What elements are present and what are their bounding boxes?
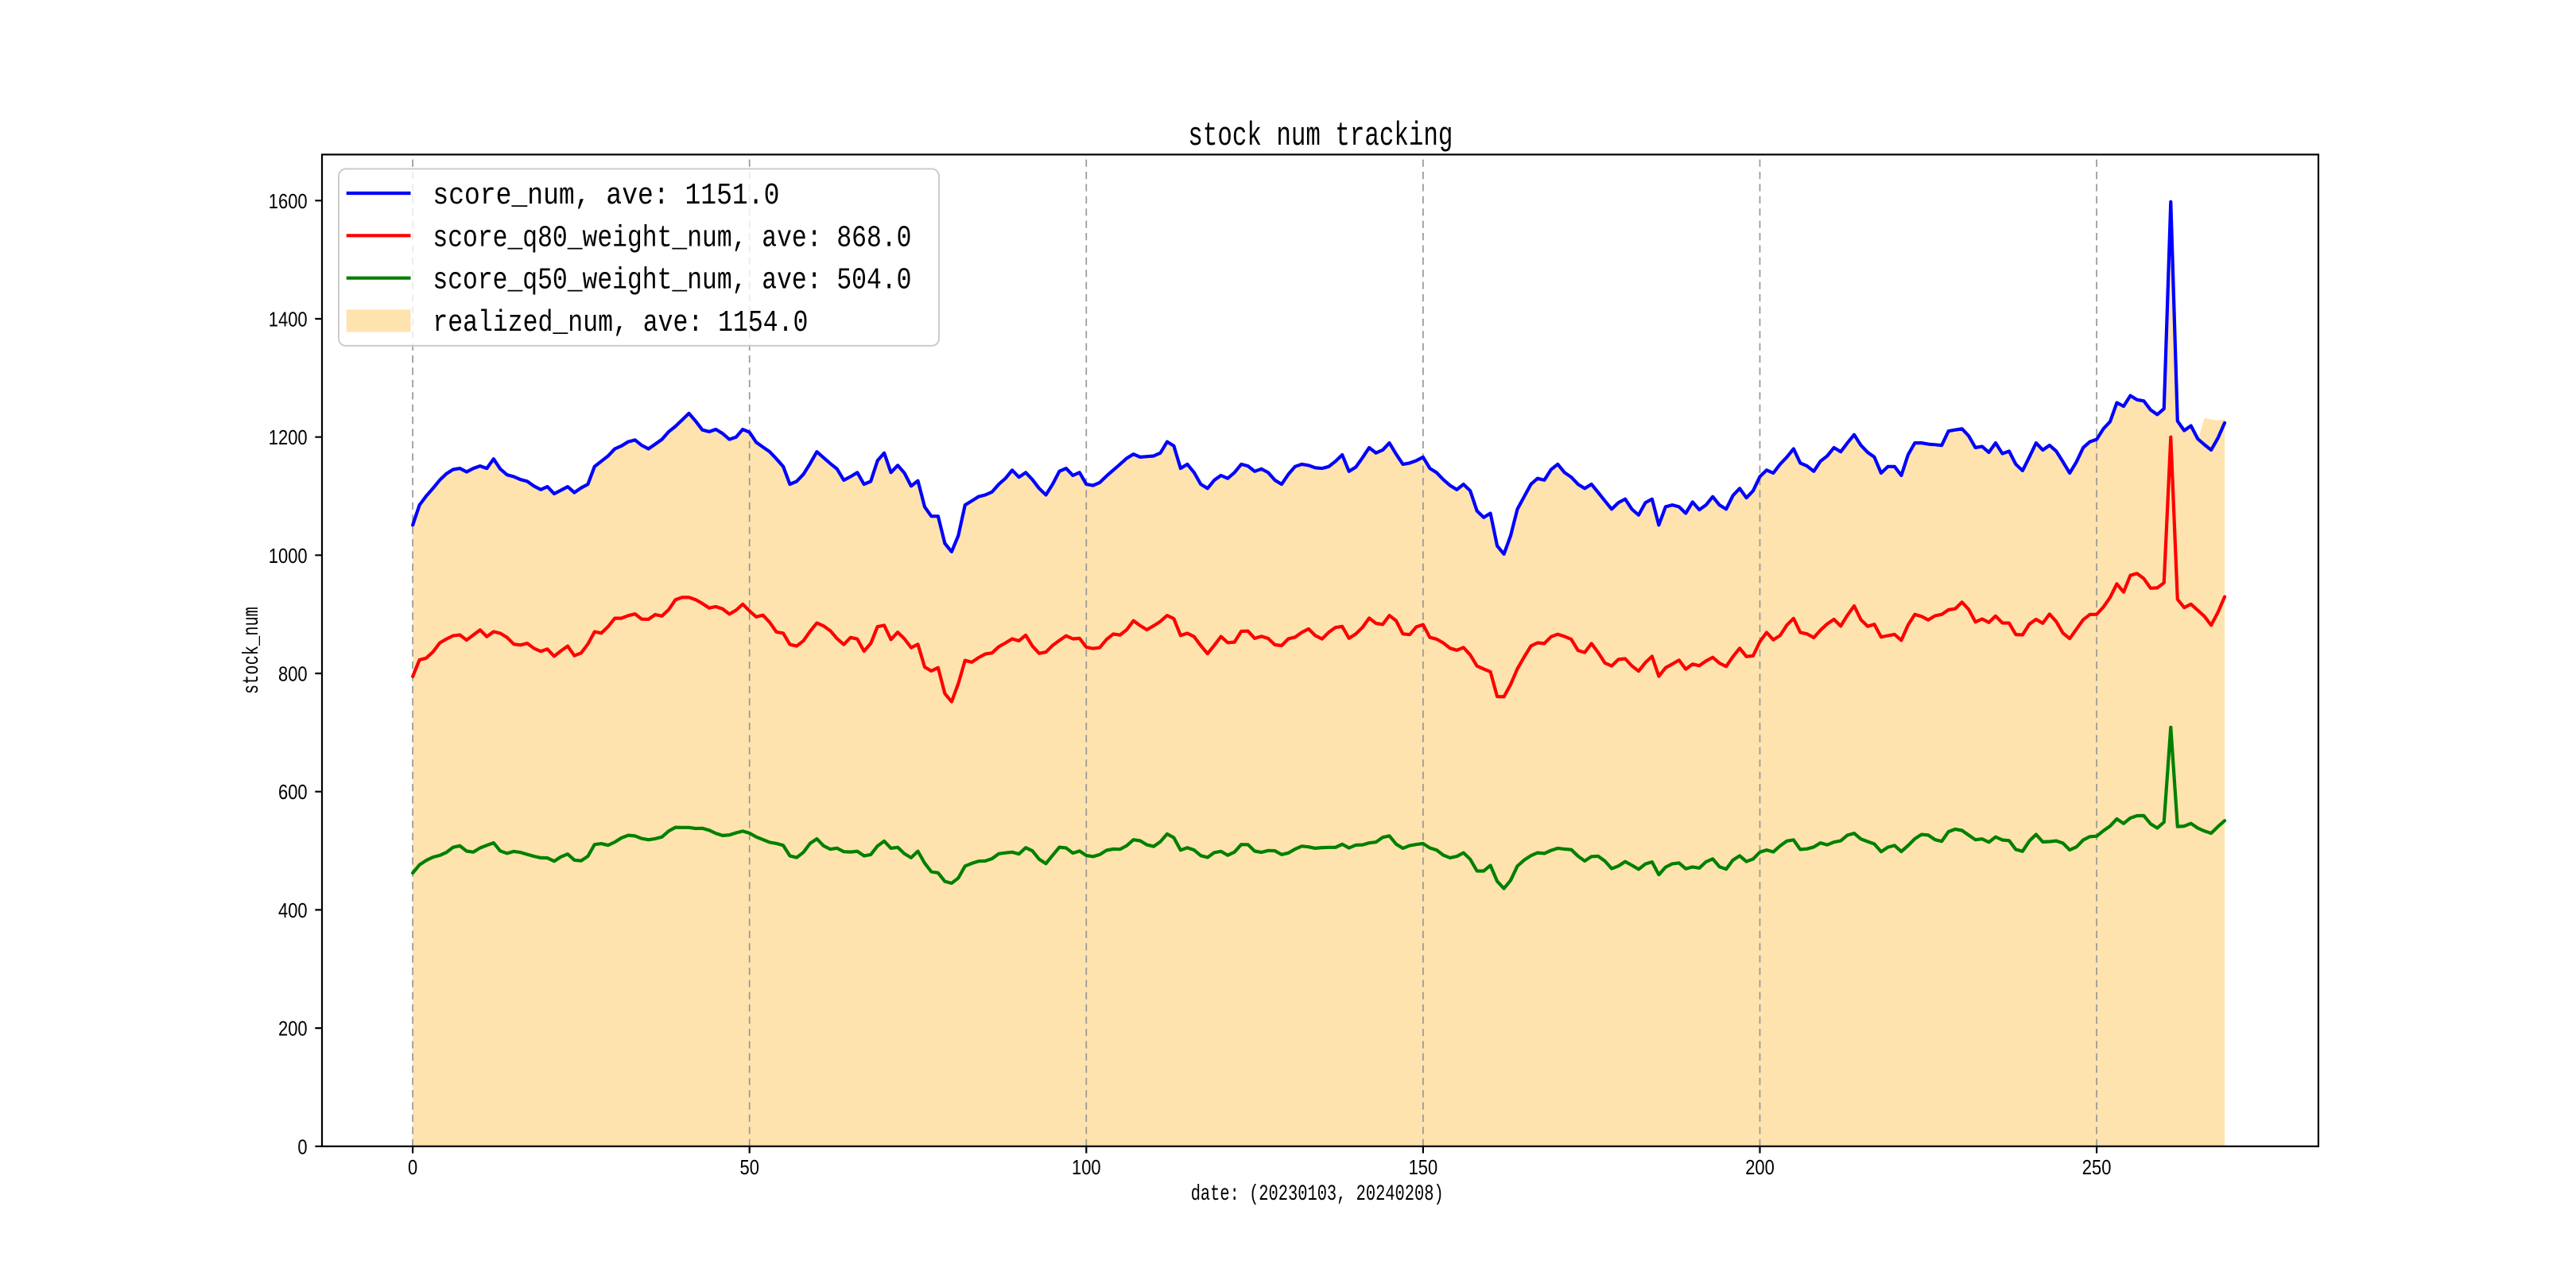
svg-text:200: 200 [1745, 1155, 1775, 1179]
svg-text:0: 0 [297, 1135, 307, 1158]
svg-text:600: 600 [278, 780, 308, 804]
svg-text:200: 200 [278, 1017, 308, 1041]
svg-text:100: 100 [1072, 1155, 1101, 1179]
svg-text:stock num tracking: stock num tracking [1188, 117, 1453, 155]
svg-text:150: 150 [1409, 1155, 1438, 1179]
svg-text:realized_num, ave: 1154.0: realized_num, ave: 1154.0 [433, 306, 808, 340]
svg-text:0: 0 [408, 1155, 417, 1179]
svg-text:score_num, ave: 1151.0: score_num, ave: 1151.0 [433, 179, 779, 213]
svg-text:1600: 1600 [269, 189, 308, 213]
svg-text:score_q80_weight_num, ave: 868: score_q80_weight_num, ave: 868.0 [433, 221, 911, 255]
svg-text:stock_num: stock_num [240, 607, 265, 694]
svg-text:score_q50_weight_num, ave: 504: score_q50_weight_num, ave: 504.0 [433, 264, 911, 298]
svg-text:1200: 1200 [269, 425, 308, 449]
svg-text:1000: 1000 [269, 544, 308, 568]
svg-text:400: 400 [278, 898, 308, 922]
svg-text:250: 250 [2082, 1155, 2112, 1179]
svg-text:date: (20230103, 20240208): date: (20230103, 20240208) [1191, 1182, 1444, 1207]
svg-text:1400: 1400 [269, 308, 308, 332]
svg-text:800: 800 [278, 662, 308, 686]
svg-text:50: 50 [740, 1155, 759, 1179]
